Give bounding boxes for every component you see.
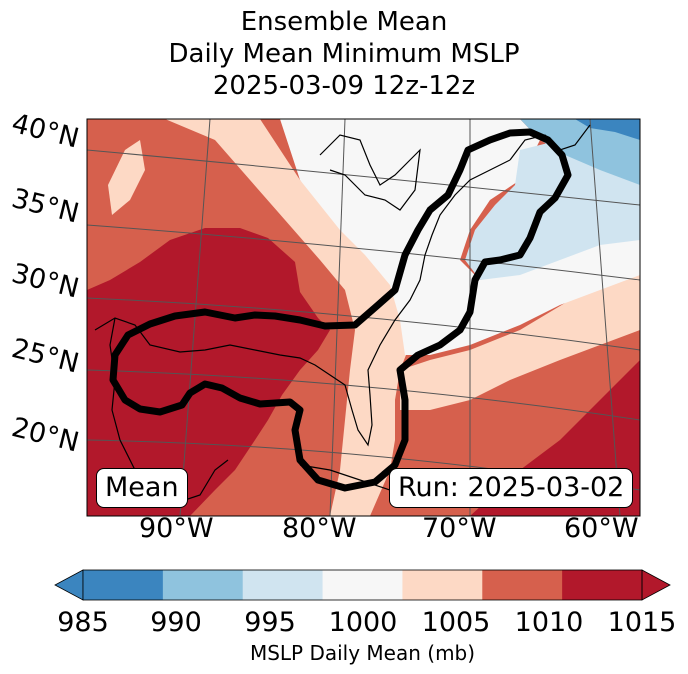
- field-dark-red-west: [87, 228, 330, 516]
- colorbar-tick-label: 1010: [514, 607, 584, 638]
- mslp-contour: [109, 128, 572, 492]
- run-box: Run: 2025-03-02: [389, 468, 634, 508]
- field-peach-east: [400, 270, 640, 410]
- lon-label-70w: 70°W: [422, 513, 497, 544]
- colorbar-tick-label: 1015: [607, 607, 677, 638]
- lon-label-90w: 90°W: [139, 513, 214, 544]
- colorbar-tick-label: 1000: [328, 607, 398, 638]
- mean-box: Mean: [96, 468, 188, 508]
- colorbar-outline: [82, 569, 643, 601]
- title-line-2: Daily Mean Minimum MSLP: [168, 39, 520, 69]
- field-light-blue: [465, 140, 640, 280]
- map-frame: [86, 118, 641, 517]
- colorbar-segment: [242, 570, 324, 600]
- field-blue: [520, 119, 640, 185]
- meridian-90W: [179, 119, 211, 516]
- lon-label-60w: 60°W: [564, 513, 639, 544]
- meridian-60W: [589, 119, 621, 516]
- colorbar-segment: [83, 570, 164, 600]
- field-dark-blue: [575, 119, 640, 140]
- parallel-25N: [87, 369, 640, 421]
- meridian-80W: [329, 119, 346, 516]
- parallel-35N: [87, 224, 640, 281]
- colorbar-tick-label: 985: [57, 607, 109, 638]
- colorbar-tick-label: 995: [244, 607, 296, 638]
- colorbar-segment: [322, 570, 403, 600]
- colorbar-tick-label: 1005: [421, 607, 491, 638]
- colorbar-extend-low: [54, 569, 84, 601]
- title-line-3: 2025-03-09 12z-12z: [212, 71, 476, 101]
- parallel-40N: [87, 149, 640, 206]
- coast-great-lakes: [319, 134, 421, 211]
- colorbar-extend-high: [641, 569, 671, 601]
- lon-label-80w: 80°W: [282, 513, 357, 544]
- colorbar: [54, 569, 671, 601]
- colorbar-segment: [482, 570, 563, 600]
- colorbar-segment: [562, 570, 643, 600]
- field-peach-west: [108, 140, 145, 215]
- field-peach-band: [165, 119, 410, 516]
- title-line-1: Ensemble Mean: [240, 7, 448, 37]
- colorbar-segment: [162, 570, 244, 600]
- colorbar-tick-label: 990: [150, 607, 202, 638]
- coast-gulf: [94, 159, 511, 447]
- colorbar-segment: [402, 570, 483, 600]
- colorbar-label: MSLP Daily Mean (mb): [249, 641, 476, 665]
- field-white-band: [280, 119, 640, 355]
